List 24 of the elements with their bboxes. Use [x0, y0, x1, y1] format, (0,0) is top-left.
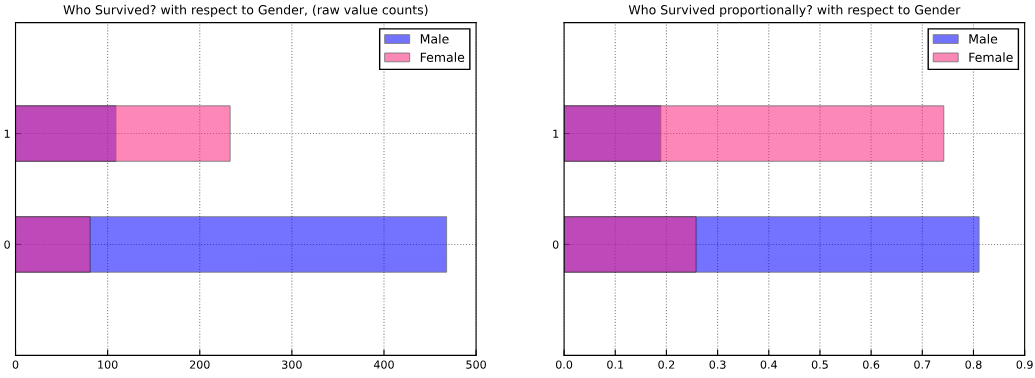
x-tick-label: 100: [98, 360, 118, 369]
x-tick-label: 300: [282, 360, 302, 369]
y-tick-label: 1: [553, 129, 559, 138]
chart-title: Who Survived proportionally? with respect to Gender: [628, 4, 961, 17]
x-tick-label: 200: [189, 360, 210, 369]
chart-title: Who Survived? with respect to Gender, (raw value counts): [63, 4, 428, 17]
x-tick-label: 0.9: [1016, 360, 1033, 369]
x-tick-label: 500: [466, 360, 486, 369]
x-tick-label: 400: [373, 360, 394, 369]
x-tick-label: 0.2: [658, 360, 675, 369]
x-tick-label: 0.8: [965, 360, 982, 369]
legend-label: Female: [969, 52, 1013, 62]
x-tick-label: 0.3: [709, 360, 726, 369]
x-tick-label: 0.1: [607, 360, 624, 369]
x-tick-label: 0.7: [914, 360, 931, 369]
x-tick-label: 0.0: [555, 360, 573, 369]
x-tick-label: 0.5: [811, 360, 828, 369]
legend-label: Male: [969, 33, 998, 44]
legend-label: Female: [420, 52, 465, 62]
x-tick-label: 0.4: [760, 360, 777, 369]
x-tick-label: 0.6: [863, 360, 880, 369]
x-tick-label: 0: [12, 360, 19, 369]
legend-label: Male: [420, 33, 449, 44]
y-tick-label: 1: [4, 129, 10, 138]
